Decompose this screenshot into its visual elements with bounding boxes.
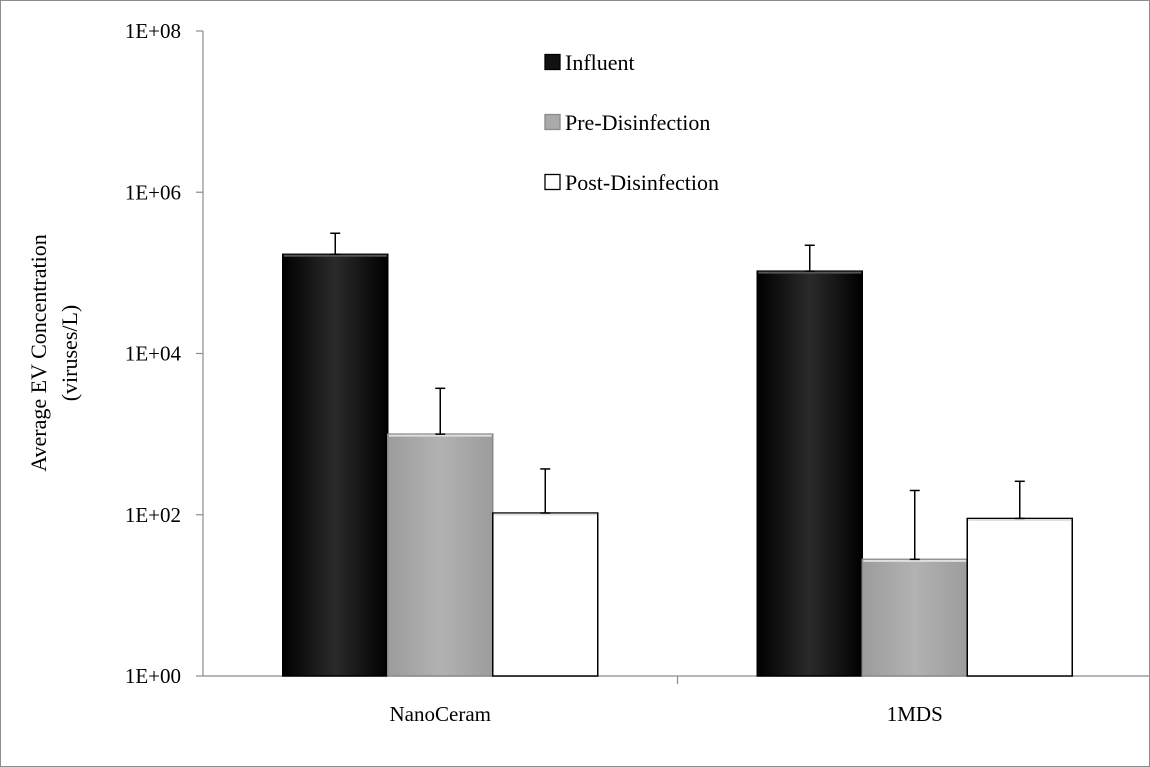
legend-swatch <box>544 113 561 131</box>
x-tick-label: NanoCeram <box>390 702 491 726</box>
bar <box>387 433 494 677</box>
y-tick-label: 1E+02 <box>125 503 181 527</box>
y-tick-label: 1E+06 <box>125 180 181 204</box>
legend-label: Pre-Disinfection <box>565 110 710 135</box>
x-axis: NanoCeram 1MDS <box>203 675 1150 726</box>
y-axis-title-line-2: (viruses/L) <box>57 305 82 402</box>
bar <box>861 558 968 677</box>
legend-swatch <box>544 53 561 71</box>
x-tick-label: 1MDS <box>887 702 943 726</box>
legend-swatch <box>544 173 561 191</box>
y-tick-label: 1E+04 <box>125 342 182 366</box>
y-axis: 1E+00 1E+02 1E+04 1E+06 1E+08 <box>125 19 204 688</box>
y-axis-title-line-1: Average EV Concentration <box>26 234 51 471</box>
legend-label: Post-Disinfection <box>565 170 719 195</box>
error-bars <box>330 232 1025 561</box>
bar <box>756 270 863 677</box>
y-tick-label: 1E+08 <box>125 19 181 43</box>
y-axis-title: Average EV Concentration (viruses/L) <box>26 234 82 471</box>
y-tick-label: 1E+00 <box>125 664 181 688</box>
bars <box>282 253 1073 677</box>
legend-label: Influent <box>565 50 635 75</box>
bar <box>282 253 389 677</box>
legend: Influent Pre-Disinfection Post-Disinfectio… <box>544 50 719 195</box>
bar <box>492 512 599 677</box>
bar <box>966 517 1073 677</box>
